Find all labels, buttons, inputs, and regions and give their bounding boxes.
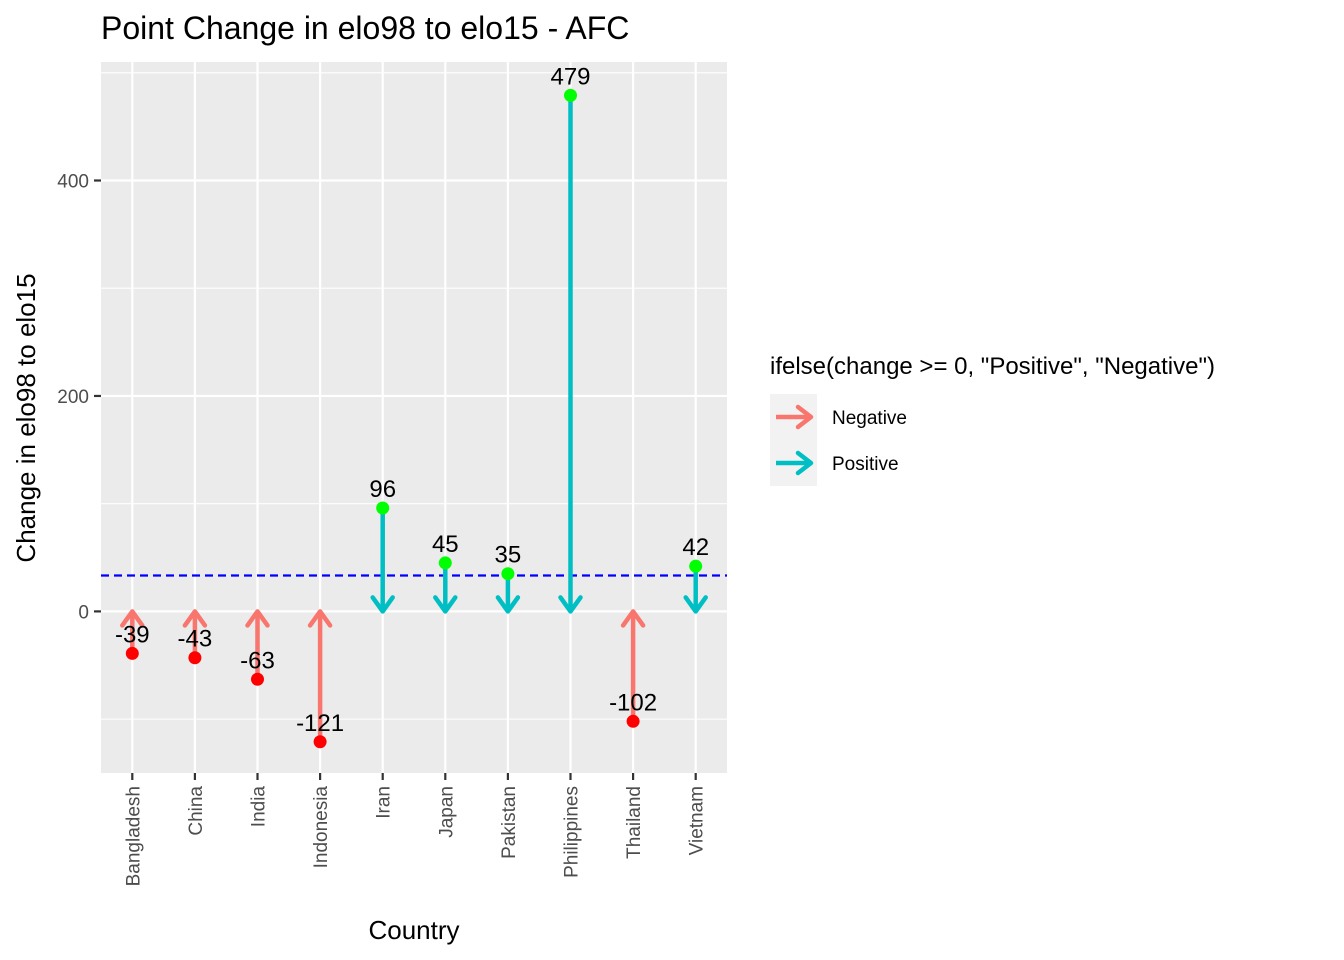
y-tick-label: 400 xyxy=(57,172,89,193)
x-tick-label: Philippines xyxy=(562,786,583,878)
data-points xyxy=(125,88,703,749)
data-label: 479 xyxy=(550,63,590,90)
x-tick-label: Thailand xyxy=(624,786,645,859)
legend-arrow-head xyxy=(795,450,814,476)
data-point xyxy=(251,672,264,686)
data-point xyxy=(564,88,577,102)
data-label: -102 xyxy=(609,689,657,716)
change-arrow-head xyxy=(245,609,270,628)
change-arrow-head xyxy=(307,609,333,628)
y-tick-label: 200 xyxy=(57,387,89,408)
data-point xyxy=(376,501,390,515)
data-point xyxy=(689,559,703,573)
legend-title: ifelse(change >= 0, "Positive", "Negativ… xyxy=(770,353,1215,380)
y-axis: 0 200 400 xyxy=(57,172,101,623)
data-point xyxy=(438,556,452,570)
minor-gridlines xyxy=(101,72,727,720)
data-point xyxy=(125,646,139,660)
x-tick-label: Bangladesh xyxy=(123,786,144,886)
data-label: 96 xyxy=(369,476,396,503)
x-tick-label: China xyxy=(186,786,207,836)
y-axis-title: Change in elo98 to elo15 xyxy=(11,273,41,562)
data-labels: -39 -43 -63 -121 96 45 35 479 -102 42 xyxy=(115,63,709,736)
data-label: -43 xyxy=(178,626,213,653)
data-label: -39 xyxy=(115,621,150,648)
change-arrow-head xyxy=(120,609,145,628)
change-arrow-head xyxy=(683,595,708,614)
x-axis-title: Country xyxy=(368,915,459,945)
x-tick-label: Indonesia xyxy=(311,786,332,869)
data-label: -63 xyxy=(240,647,275,674)
x-tick-label: Japan xyxy=(436,786,457,838)
data-point xyxy=(188,651,202,665)
change-arrow-head xyxy=(495,595,521,614)
x-tick-label: Pakistan xyxy=(499,786,520,859)
chart-title: Point Change in elo98 to elo15 - AFC xyxy=(101,10,629,46)
x-tick-label: Iran xyxy=(374,786,395,819)
change-arrow-head xyxy=(433,595,458,614)
x-tick-label: India xyxy=(249,786,270,828)
legend-label: Negative xyxy=(832,408,907,429)
change-arrows xyxy=(120,95,708,742)
data-label: 35 xyxy=(495,542,522,569)
data-label: 45 xyxy=(432,531,459,558)
data-point xyxy=(626,714,640,728)
data-label: 42 xyxy=(682,534,709,561)
legend-arrow-head xyxy=(795,404,814,430)
legend: ifelse(change >= 0, "Positive", "Negativ… xyxy=(770,353,1215,486)
change-arrow-head xyxy=(620,609,646,628)
y-tick-label: 0 xyxy=(78,602,89,623)
data-point xyxy=(313,735,327,749)
change-arrow-head xyxy=(370,595,395,614)
change-arrow-head xyxy=(558,595,583,614)
x-tick-label: Vietnam xyxy=(687,786,708,855)
x-axis: Bangladesh China India Indonesia Iran Japan Pa… xyxy=(123,773,708,886)
change-arrow-head xyxy=(182,609,208,628)
data-label: -121 xyxy=(296,710,344,737)
data-point xyxy=(501,567,515,581)
legend-label: Positive xyxy=(832,454,899,475)
